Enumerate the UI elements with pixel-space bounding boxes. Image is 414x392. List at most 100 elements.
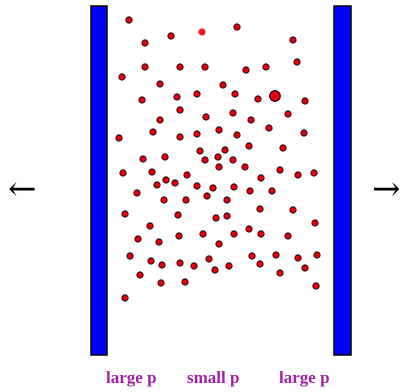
gas-particle [173, 93, 181, 101]
gas-particle [293, 58, 301, 66]
gas-particle [215, 126, 223, 134]
gas-particle [233, 131, 241, 139]
gas-particle [141, 63, 149, 71]
gas-particle [289, 206, 297, 214]
gas-particle [212, 214, 220, 222]
gas-particle [215, 240, 223, 248]
gas-particle [190, 262, 198, 270]
gas-particle [147, 257, 155, 265]
gas-particle [181, 278, 189, 286]
gas-particle [136, 271, 144, 279]
gas-particle [121, 210, 129, 218]
gas-particle [139, 155, 147, 163]
gas-particle [193, 130, 201, 138]
gas-particle [167, 32, 175, 40]
gas-particle [313, 251, 321, 259]
gas-particle [193, 90, 201, 98]
gas-particle [276, 269, 284, 277]
gas-particle [225, 262, 233, 270]
gas-particle [199, 230, 207, 238]
gas-particle [176, 63, 184, 71]
gas-particle [160, 196, 168, 204]
gas-particle [265, 124, 273, 132]
gas-particle [176, 259, 184, 267]
gas-particle [201, 156, 209, 164]
gas-particle [115, 134, 123, 142]
gas-particle [156, 80, 164, 88]
gas-particle [153, 181, 161, 189]
right-wall [333, 5, 352, 356]
gas-particle [268, 187, 276, 195]
gas-particle [262, 63, 270, 71]
gas-particle [310, 169, 318, 177]
gas-particle [149, 128, 157, 136]
gas-particle [156, 116, 164, 124]
gas-particle [214, 153, 222, 161]
gas-particle [257, 174, 265, 182]
right-arrow-icon: → [372, 169, 401, 209]
gas-particle [175, 232, 183, 240]
gas-particle [276, 166, 284, 174]
gas-particles [115, 16, 321, 302]
gas-particle [141, 39, 149, 47]
gas-particle [284, 232, 292, 240]
gas-particle [182, 196, 190, 204]
gas-particle [201, 63, 209, 71]
gas-particle [311, 219, 319, 227]
gas-particle [202, 113, 210, 121]
gas-particle [215, 163, 223, 171]
gas-particle [155, 238, 163, 246]
gas-particle [133, 189, 141, 197]
gas-particle [245, 142, 253, 150]
gas-particle [158, 261, 166, 269]
gas-particle [121, 294, 129, 302]
gas-particle [254, 95, 262, 103]
gas-particle [221, 146, 229, 154]
gas-particle [118, 73, 126, 81]
gas-particle [300, 129, 308, 137]
gas-particle [146, 222, 154, 230]
gas-particle [242, 66, 250, 74]
gas-particle [126, 252, 134, 260]
pressure-label-right: large p [279, 368, 330, 387]
gas-particle [174, 211, 182, 219]
gas-particle [294, 254, 302, 262]
gas-particle [196, 147, 204, 155]
gas-particle [245, 225, 253, 233]
gas-particle [148, 168, 156, 176]
gas-particle [162, 176, 170, 184]
left-wall [90, 5, 108, 356]
highlighted-particle [198, 28, 206, 36]
gas-particle [257, 230, 265, 238]
gas-particle [256, 260, 264, 268]
gas-particle [205, 255, 213, 263]
large-particle [269, 90, 281, 102]
gas-particle [294, 171, 302, 179]
gas-particle [230, 230, 238, 238]
pressure-label-middle: small p [187, 368, 239, 387]
gas-particle [203, 192, 211, 200]
gas-particle [171, 179, 179, 187]
gas-particle [183, 171, 191, 179]
gas-particle [223, 196, 231, 204]
gas-particle [247, 116, 255, 124]
left-arrow-icon: ← [8, 169, 37, 209]
gas-particle [289, 36, 297, 44]
gas-particle [119, 169, 127, 177]
gas-particle [230, 183, 238, 191]
gas-particle [176, 106, 184, 114]
gas-particle [233, 23, 241, 31]
gas-particle [256, 205, 264, 213]
gas-particle [134, 235, 142, 243]
gas-particle [248, 252, 256, 260]
gas-particle [301, 97, 309, 105]
gas-particle [301, 264, 309, 272]
gas-particle [219, 81, 227, 89]
gas-particle [193, 182, 201, 190]
gas-particle [272, 251, 280, 259]
gas-particle [231, 90, 239, 98]
gas-particle [241, 163, 249, 171]
gas-particle [284, 110, 292, 118]
gas-particle [246, 187, 254, 195]
